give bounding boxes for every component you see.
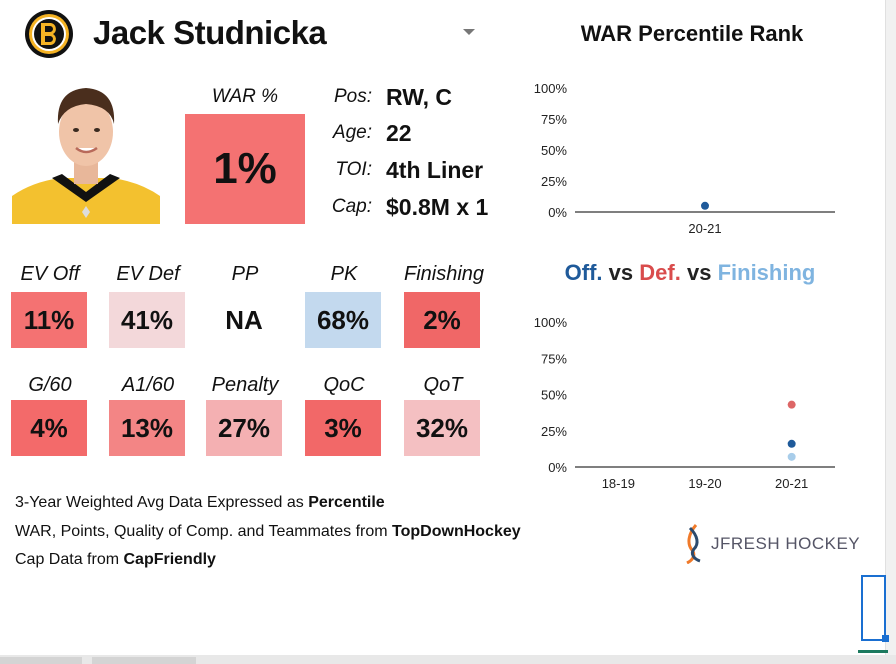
footer-line-3: Cap Data from CapFriendly: [15, 551, 216, 569]
stat-box-pp: NA: [225, 304, 263, 335]
info-value-pos: RW, C: [386, 84, 453, 110]
war-value-box: 1%: [185, 114, 305, 224]
stat-label-qot: QoT: [423, 374, 463, 396]
chart-2-point-off: [787, 439, 796, 448]
player-name: Jack Studnicka: [93, 14, 327, 51]
chart-2-title-off: Off.: [564, 260, 603, 285]
footer-line-2-bold: TopDownHockey: [392, 523, 521, 540]
chart-2-point-def: [787, 400, 796, 409]
jfresh-logo-icon: [686, 524, 701, 564]
info-value-cap: $0.8M x 1: [386, 194, 489, 220]
chart-2-x-tick-label: 18-19: [602, 476, 635, 491]
footer-line-1: 3-Year Weighted Avg Data Expressed as Pe…: [15, 494, 385, 512]
chart-2-y-tick-label: 0%: [548, 460, 567, 475]
info-label-cap: Cap:: [331, 196, 372, 217]
chart-2-x-tick-label: 20-21: [775, 476, 808, 491]
chart-2-title-vs-1: vs: [608, 260, 634, 285]
stat-label-qoc: QoC: [323, 374, 365, 396]
war-percentile-chart: 0% 25% 50% 75% 100% 20-21: [534, 81, 835, 236]
chart-1-y-tick-label: 50%: [541, 143, 567, 158]
active-sheet-indicator: [858, 650, 888, 653]
chart-1-y-tick-label: 0%: [548, 205, 567, 220]
footer-line-1-bold: Percentile: [308, 494, 385, 511]
footer-line-2: WAR, Points, Quality of Comp. and Teamma…: [15, 523, 521, 541]
chart-2-title: Off. vs Def. vs Finishing: [540, 260, 840, 286]
player-headshot: [12, 78, 160, 224]
sheet-tab-1[interactable]: [0, 657, 82, 664]
footer-line-3-text: Cap Data from: [15, 551, 124, 568]
chart-1-y-tick-label: 25%: [541, 174, 567, 189]
stat-box-qoc: 3%: [305, 400, 381, 456]
bruins-logo-icon: [25, 10, 73, 58]
info-label-age: Age:: [332, 122, 372, 143]
stat-box-ev-off: 11%: [11, 292, 87, 348]
chart-1-y-tick-label: 75%: [541, 112, 567, 127]
caret-down-icon[interactable]: [463, 29, 475, 35]
chart-2-y-tick-label: 50%: [541, 388, 567, 403]
selection-fill-handle[interactable]: [882, 635, 889, 642]
stat-box-qot: 32%: [404, 400, 480, 456]
sheet-tab-bar: [0, 655, 896, 664]
stat-label-ev-off: EV Off: [20, 263, 80, 285]
stat-label-pk: PK: [330, 263, 358, 285]
stat-label-a160: A1/60: [121, 374, 175, 396]
chart-2-title-def: Def.: [639, 260, 681, 285]
chart-2-point-finishing: [787, 452, 796, 461]
chart-1-y-tick-label: 100%: [534, 81, 568, 96]
info-label-pos: Pos:: [333, 86, 372, 107]
stat-label-finishing: Finishing: [404, 263, 485, 285]
info-value-age: 22: [386, 120, 412, 146]
stat-box-pk: 68%: [305, 292, 381, 348]
stat-box-finishing: 2%: [404, 292, 480, 348]
footer-line-3-bold: CapFriendly: [123, 551, 216, 568]
chart-1-x-tick-label: 20-21: [688, 221, 721, 236]
stat-box-ev-def: 41%: [109, 292, 185, 348]
info-label-toi: TOI:: [335, 159, 372, 180]
footer-line-1-text: 3-Year Weighted Avg Data Expressed as: [15, 494, 309, 511]
chart-1-point-war: [701, 201, 709, 210]
stat-label-penalty: Penalty: [211, 374, 279, 396]
sheet-tab-2[interactable]: [92, 657, 196, 664]
stat-label-g60: G/60: [28, 374, 72, 396]
chart-2-x-tick-label: 19-20: [688, 476, 721, 491]
vertical-scrollbar[interactable]: [885, 0, 896, 664]
info-value-toi: 4th Liner: [386, 157, 484, 183]
war-label: WAR %: [211, 86, 279, 107]
chart-1-title: WAR Percentile Rank: [580, 21, 804, 46]
chart-2-y-tick-label: 75%: [541, 351, 567, 366]
brand-name: JFRESH HOCKEY: [711, 534, 861, 553]
stat-box-a160: 13%: [109, 400, 185, 456]
stat-box-penalty: 27%: [206, 400, 282, 456]
stat-label-ev-def: EV Def: [116, 263, 180, 285]
footer-line-2-text: WAR, Points, Quality of Comp. and Teamma…: [15, 523, 393, 540]
off-def-finishing-chart: 0% 25% 50% 75% 100% 18-19 19-20 20-21: [534, 315, 835, 491]
stat-label-pp: PP: [231, 263, 259, 285]
chart-2-title-vs-2: vs: [686, 260, 712, 285]
chart-2-title-finishing: Finishing: [717, 260, 816, 285]
stat-box-g60: 4%: [11, 400, 87, 456]
chart-2-y-tick-label: 100%: [534, 315, 568, 330]
chart-2-y-tick-label: 25%: [541, 424, 567, 439]
cell-selection-box[interactable]: [861, 575, 886, 641]
